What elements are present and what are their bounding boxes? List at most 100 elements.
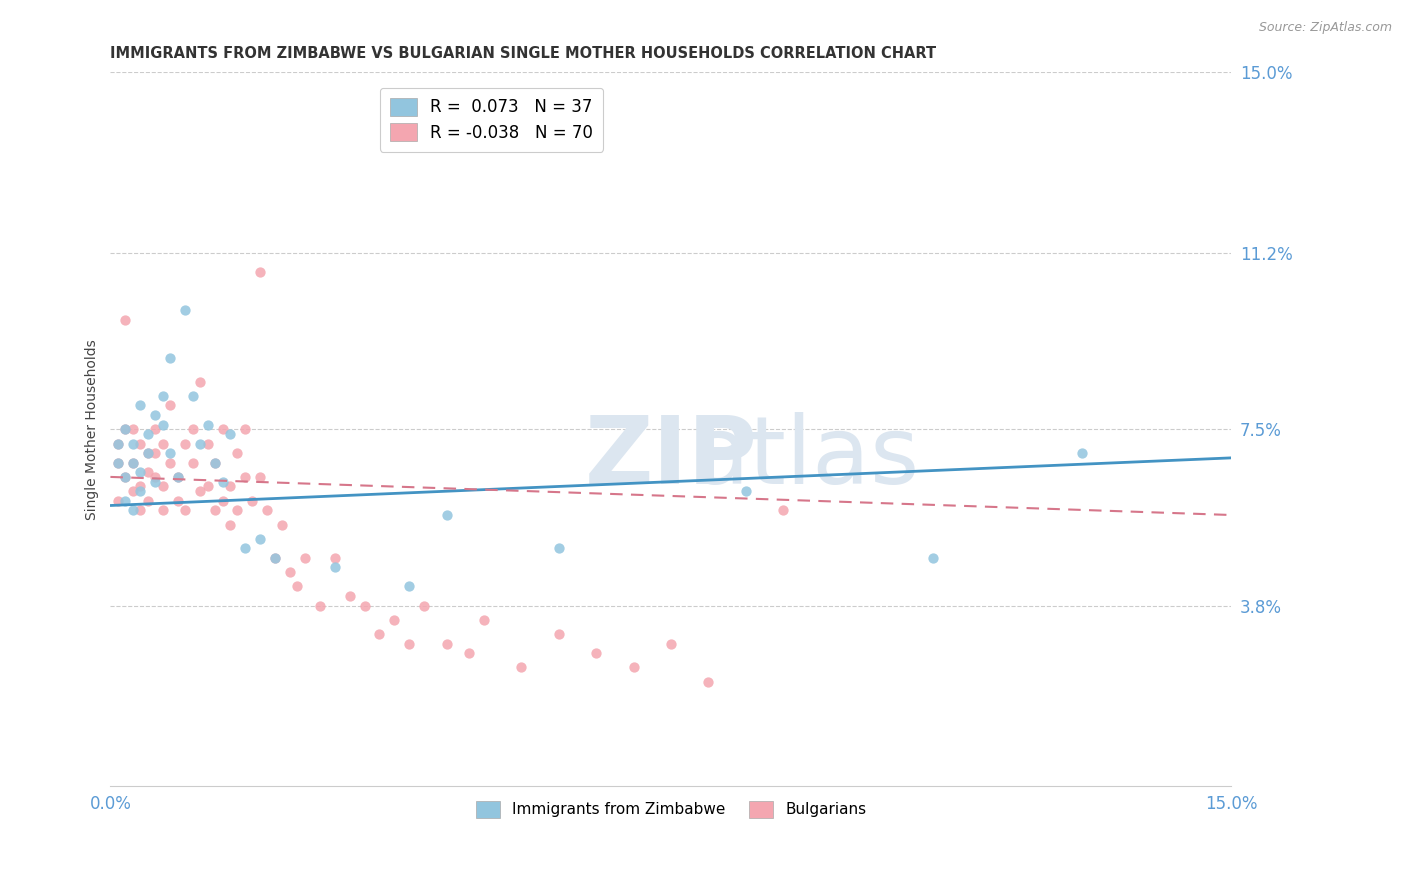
Point — [197, 479, 219, 493]
Point — [114, 312, 136, 326]
Point — [458, 646, 481, 660]
Point — [152, 503, 174, 517]
Point — [233, 541, 256, 556]
Point — [197, 436, 219, 450]
Point — [398, 579, 420, 593]
Point — [249, 532, 271, 546]
Point — [121, 503, 143, 517]
Point — [129, 479, 152, 493]
Point — [226, 503, 249, 517]
Point — [197, 417, 219, 432]
Point — [219, 517, 242, 532]
Point — [436, 637, 458, 651]
Point — [121, 422, 143, 436]
Point — [152, 417, 174, 432]
Point — [188, 375, 211, 389]
Point — [181, 422, 204, 436]
Point — [114, 493, 136, 508]
Point — [219, 479, 242, 493]
Point — [659, 637, 682, 651]
Point — [256, 503, 278, 517]
Text: atlas: atlas — [692, 412, 920, 504]
Point — [129, 503, 152, 517]
Point — [242, 493, 264, 508]
Point — [249, 265, 271, 279]
Point — [323, 560, 346, 574]
Point — [181, 389, 204, 403]
Point — [143, 446, 166, 460]
Point — [159, 456, 181, 470]
Point — [188, 484, 211, 499]
Point — [152, 479, 174, 493]
Point — [211, 493, 233, 508]
Point — [211, 422, 233, 436]
Point — [271, 517, 294, 532]
Point — [249, 470, 271, 484]
Point — [121, 456, 143, 470]
Point — [114, 422, 136, 436]
Point — [226, 446, 249, 460]
Point — [697, 674, 720, 689]
Point — [143, 422, 166, 436]
Point — [107, 456, 129, 470]
Point — [368, 627, 391, 641]
Point — [1071, 446, 1094, 460]
Point — [143, 408, 166, 422]
Point — [181, 456, 204, 470]
Point — [278, 565, 301, 579]
Point — [772, 503, 794, 517]
Point — [510, 660, 533, 674]
Point — [107, 436, 129, 450]
Point — [114, 470, 136, 484]
Point — [413, 599, 436, 613]
Point — [436, 508, 458, 522]
Point — [188, 436, 211, 450]
Text: ZIP: ZIP — [585, 412, 758, 504]
Point — [143, 470, 166, 484]
Point — [121, 484, 143, 499]
Point — [285, 579, 308, 593]
Point — [107, 493, 129, 508]
Point — [121, 456, 143, 470]
Point — [174, 436, 197, 450]
Point — [159, 446, 181, 460]
Point — [211, 475, 233, 489]
Point — [308, 599, 330, 613]
Point — [294, 550, 316, 565]
Point — [263, 550, 285, 565]
Point — [114, 470, 136, 484]
Point — [623, 660, 645, 674]
Point — [219, 427, 242, 442]
Point — [136, 493, 159, 508]
Point — [233, 422, 256, 436]
Point — [136, 465, 159, 479]
Point — [143, 475, 166, 489]
Point — [129, 399, 152, 413]
Point — [921, 550, 943, 565]
Point — [204, 456, 226, 470]
Point — [547, 541, 569, 556]
Point — [129, 436, 152, 450]
Point — [174, 303, 197, 318]
Text: Source: ZipAtlas.com: Source: ZipAtlas.com — [1258, 21, 1392, 34]
Point — [121, 436, 143, 450]
Point — [384, 613, 406, 627]
Point — [263, 550, 285, 565]
Point — [107, 436, 129, 450]
Legend: Immigrants from Zimbabwe, Bulgarians: Immigrants from Zimbabwe, Bulgarians — [468, 793, 875, 825]
Point — [734, 484, 756, 499]
Point — [353, 599, 375, 613]
Y-axis label: Single Mother Households: Single Mother Households — [86, 339, 100, 520]
Point — [398, 637, 420, 651]
Point — [323, 550, 346, 565]
Point — [339, 589, 361, 603]
Point — [204, 503, 226, 517]
Point — [204, 456, 226, 470]
Text: IMMIGRANTS FROM ZIMBABWE VS BULGARIAN SINGLE MOTHER HOUSEHOLDS CORRELATION CHART: IMMIGRANTS FROM ZIMBABWE VS BULGARIAN SI… — [111, 46, 936, 62]
Point — [159, 399, 181, 413]
Point — [166, 493, 188, 508]
Point — [152, 389, 174, 403]
Point — [107, 456, 129, 470]
Point — [129, 484, 152, 499]
Point — [159, 351, 181, 365]
